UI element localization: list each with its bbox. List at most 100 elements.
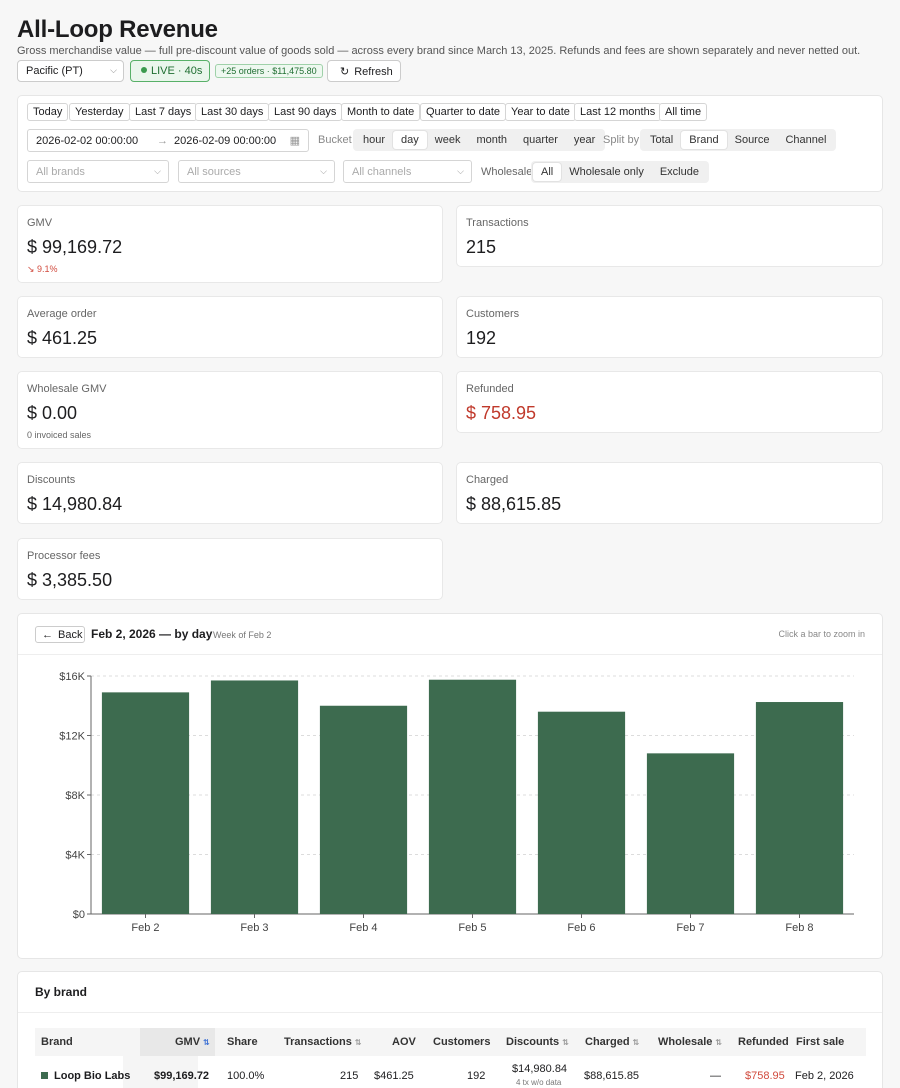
range-end-input[interactable]: 2026-02-09 00:00:00 [174, 135, 277, 147]
sources-filter-value: All sources [187, 166, 241, 178]
col-refunded[interactable]: Refunded [738, 1036, 789, 1048]
y-tick-label: $0 [73, 909, 85, 921]
cell-charged: $88,615.85 [584, 1070, 640, 1082]
col-share[interactable]: Share [227, 1036, 258, 1048]
wholesale-all[interactable]: All [533, 163, 562, 181]
metric-label: Customers [466, 308, 520, 320]
bucket-selector: hour day week month quarter year [353, 129, 606, 151]
sources-filter[interactable]: All sources ⌵ [178, 160, 335, 183]
range-start-input[interactable]: 2026-02-02 00:00:00 [36, 135, 139, 147]
col-first-sale[interactable]: First sale [796, 1036, 845, 1048]
cell-discounts-note: 4 tx w/o data [516, 1078, 562, 1087]
range-mtd-button[interactable]: Month to date [341, 103, 421, 121]
sort-icon: ⇅ [562, 1038, 569, 1047]
table-header: Brand GMV ⇅ Share Transactions ⇅ AOV Custo… [35, 1028, 866, 1056]
cell-first-sale: Feb 2, 2026 [795, 1070, 854, 1082]
split-total[interactable]: Total [650, 134, 674, 146]
cell-customers: 192 [467, 1070, 486, 1082]
wholesale-selector: All Wholesale only Exclude [531, 161, 709, 183]
bucket-week[interactable]: week [434, 134, 461, 146]
chart-subtitle: Week of Feb 2 [213, 630, 272, 640]
page-subtitle: Gross merchandise value — full pre-disco… [17, 45, 861, 57]
col-charged[interactable]: Charged ⇅ [585, 1036, 639, 1048]
col-customers[interactable]: Customers [433, 1036, 491, 1048]
cell-wholesale: — [710, 1070, 721, 1082]
metric-card-discounts: Discounts $ 14,980.84 [17, 462, 443, 524]
metric-value: $ 88,615.85 [466, 494, 562, 514]
col-brand[interactable]: Brand [41, 1036, 73, 1048]
split-brand[interactable]: Brand [681, 131, 727, 149]
cell-share: 100.0% [227, 1070, 265, 1082]
bucket-hour[interactable]: hour [363, 134, 386, 146]
metric-sub: 0 invoiced sales [27, 430, 92, 440]
bar[interactable] [646, 753, 735, 914]
brands-filter[interactable]: All brands ⌵ [27, 160, 169, 183]
split-source[interactable]: Source [734, 134, 770, 146]
range-ytd-button[interactable]: Year to date [505, 103, 576, 121]
sorted-column-highlight [140, 1028, 215, 1056]
x-tick-label: Feb 3 [240, 922, 268, 934]
x-tick-label: Feb 5 [458, 922, 486, 934]
brand-table-panel: By brand Brand GMV ⇅ Share Transactions ⇅ … [17, 971, 883, 1088]
range-today-button[interactable]: Today [27, 103, 69, 121]
cell-gmv: $99,169.72 [154, 1070, 210, 1082]
calendar-icon: ▦ [289, 135, 300, 147]
y-tick-label: $12K [59, 731, 85, 743]
sort-desc-icon: ⇅ [203, 1038, 210, 1047]
cell-brand[interactable]: Loop Bio Labs [54, 1070, 131, 1082]
metric-delta: ↘ 9.1% [27, 264, 58, 274]
live-indicator[interactable]: LIVE · 40s [130, 60, 210, 82]
range-last7-button[interactable]: Last 7 days [129, 103, 198, 121]
bucket-year[interactable]: year [573, 134, 596, 146]
timezone-select[interactable]: Pacific (PT) ⌵ [17, 60, 124, 82]
col-transactions[interactable]: Transactions ⇅ [284, 1036, 362, 1048]
sort-icon: ⇅ [715, 1038, 723, 1047]
bar[interactable] [537, 711, 626, 914]
y-tick-label: $16K [59, 671, 85, 683]
metric-value: 192 [466, 328, 497, 348]
bar[interactable] [210, 680, 299, 914]
bar[interactable] [319, 705, 408, 914]
range-last12m-button[interactable]: Last 12 months [574, 103, 662, 121]
chart-title: Feb 2, 2026 — by day [91, 627, 213, 641]
col-discounts[interactable]: Discounts ⇅ [506, 1036, 569, 1048]
range-qtd-button[interactable]: Quarter to date [420, 103, 506, 121]
date-range-picker[interactable]: 2026-02-02 00:00:00 → 2026-02-09 00:00:0… [27, 129, 309, 152]
metric-value: $ 99,169.72 [27, 237, 123, 257]
col-gmv[interactable]: GMV ⇅ [175, 1036, 210, 1048]
metric-card-wholesale-gmv: Wholesale GMV $ 0.00 0 invoiced sales [17, 371, 443, 449]
x-tick-label: Feb 7 [676, 922, 704, 934]
wholesale-only[interactable]: Wholesale only [569, 166, 644, 178]
new-orders-badge[interactable]: +25 orders · $11,475.80 [215, 64, 323, 78]
bucket-month[interactable]: month [476, 134, 508, 146]
bucket-day[interactable]: day [393, 131, 427, 149]
bucket-quarter[interactable]: quarter [523, 134, 558, 146]
metric-label: Refunded [466, 383, 514, 395]
metric-value: $ 461.25 [27, 328, 98, 348]
range-yesterday-button[interactable]: Yesterday [69, 103, 130, 121]
range-alltime-button[interactable]: All time [659, 103, 708, 121]
refresh-button[interactable]: ↻ Refresh [327, 60, 401, 82]
back-button[interactable]: ← Back [35, 626, 85, 643]
bar[interactable] [428, 679, 517, 914]
y-tick-label: $4K [65, 850, 85, 862]
wholesale-exclude[interactable]: Exclude [659, 166, 699, 178]
metric-card-gmv: GMV $ 99,169.72 ↘ 9.1% [17, 205, 443, 283]
x-tick-label: Feb 2 [131, 922, 159, 934]
revenue-bar-chart: $0 $4K $8K $12K $16K Feb 2 Feb 3 Feb 4 Feb 5 Feb … [59, 671, 854, 934]
channels-filter[interactable]: All channels ⌵ [343, 160, 472, 183]
range-last90-button[interactable]: Last 90 days [268, 103, 343, 121]
col-wholesale[interactable]: Wholesale ⇅ [658, 1036, 722, 1048]
metric-card-average-order: Average order $ 461.25 [17, 296, 443, 358]
timezone-value: Pacific (PT) [26, 65, 83, 77]
range-arrow-icon: → [157, 135, 168, 147]
bar[interactable] [101, 692, 190, 914]
range-last30-button[interactable]: Last 30 days [195, 103, 270, 121]
bar[interactable] [755, 702, 844, 914]
col-transactions-label: Transactions [284, 1036, 352, 1048]
metric-label: Wholesale GMV [27, 383, 107, 395]
split-label: Split by [603, 134, 640, 146]
col-gmv-label: GMV [175, 1036, 201, 1048]
split-channel[interactable]: Channel [785, 134, 827, 146]
col-aov[interactable]: AOV [392, 1036, 416, 1048]
